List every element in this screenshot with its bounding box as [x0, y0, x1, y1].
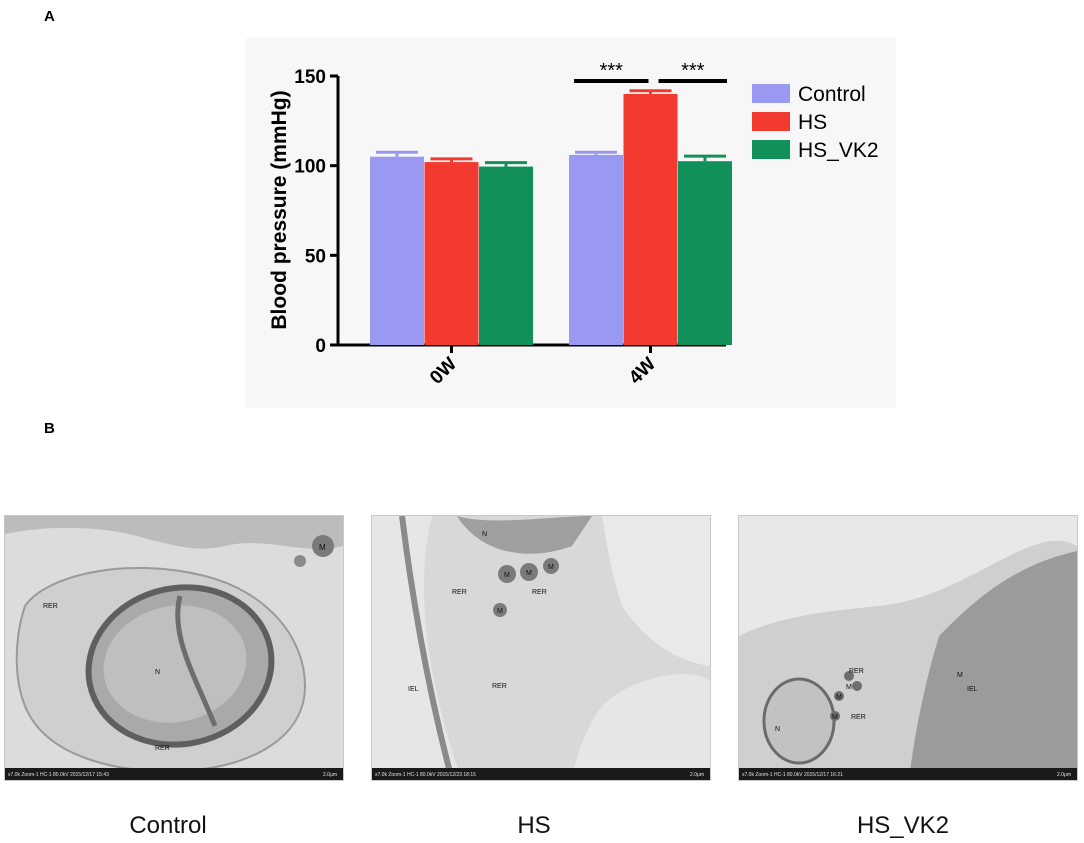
- micrograph-label: M: [319, 543, 326, 552]
- caption-hs-vk2: HS_VK2: [856, 812, 950, 839]
- panel-a-label: A: [44, 8, 55, 25]
- micrograph-label: M: [526, 570, 532, 577]
- micrograph-label: N: [482, 531, 487, 538]
- micrograph-footer: x7.0k Zoom-1 HC-1 80.0kV 2015/12/17 15:4…: [8, 772, 109, 778]
- micrograph-label: N: [155, 669, 160, 676]
- micrograph-control: M RER N RER x7.0k Zoom-1 HC-1 80.0kV 201…: [4, 515, 344, 781]
- micrograph-label: RER: [532, 589, 547, 596]
- bar: [370, 156, 424, 345]
- micrograph-label: M: [832, 714, 838, 721]
- micrograph-label: RER: [851, 714, 866, 721]
- micrograph-label: M: [846, 684, 852, 691]
- micrograph-label: M: [504, 572, 510, 579]
- y-axis-label: Blood pressure (mmHg): [268, 90, 291, 329]
- caption-hs: HS: [517, 812, 551, 839]
- micrograph-label: RER: [849, 668, 864, 675]
- bar: [569, 154, 623, 345]
- significance-label: ***: [681, 60, 705, 82]
- significance-label: ***: [600, 60, 624, 82]
- micrograph-scale: 2.0μm: [690, 772, 704, 778]
- micrograph-footer: x7.0k Zoom-1 HC-1 80.0kV 2015/12/23 18:1…: [375, 772, 476, 778]
- bar: [678, 161, 732, 345]
- legend-label: HS: [798, 111, 827, 134]
- micrograph-label: M: [497, 608, 503, 615]
- micrograph-footer: x7.0k Zoom-1 HC-1 80.0kV 2015/12/17 16:2…: [742, 772, 843, 778]
- micrograph-label: RER: [452, 589, 467, 596]
- micrograph-label: RER: [155, 745, 170, 752]
- legend-label: HS_VK2: [798, 139, 879, 162]
- bar: [623, 93, 678, 345]
- legend-swatch: [752, 84, 790, 103]
- legend-swatch: [752, 112, 790, 131]
- micrograph-label: M: [836, 694, 842, 701]
- micrograph-label: IEL: [408, 686, 419, 693]
- micrograph-hs: N M M M RER RER M IEL RER x7.0k Zoom-1 H…: [371, 515, 711, 781]
- micrograph-label: RER: [43, 603, 58, 610]
- micrograph-label: N: [775, 726, 780, 733]
- micrograph-label: IEL: [967, 686, 978, 693]
- y-tick-label: 0: [315, 336, 326, 357]
- micrograph-label: RER: [492, 683, 507, 690]
- legend-swatch: [752, 140, 790, 159]
- y-tick-label: 150: [294, 67, 326, 88]
- micrograph-label: M: [957, 672, 963, 679]
- micrograph-hs-vk2: M RER M M M RER N IEL x7.0k Zoom-1 HC-1 …: [738, 515, 1078, 781]
- y-tick-label: 50: [305, 246, 326, 267]
- bar: [424, 162, 479, 345]
- y-tick-label: 100: [294, 157, 326, 178]
- panel-b-label: B: [44, 420, 55, 437]
- micrograph-scale: 2.0μm: [323, 772, 337, 778]
- caption-control: Control: [129, 812, 207, 839]
- micrograph-label: M: [548, 564, 554, 571]
- legend-label: Control: [798, 83, 866, 106]
- bar: [479, 166, 533, 345]
- micrograph-scale: 2.0μm: [1057, 772, 1071, 778]
